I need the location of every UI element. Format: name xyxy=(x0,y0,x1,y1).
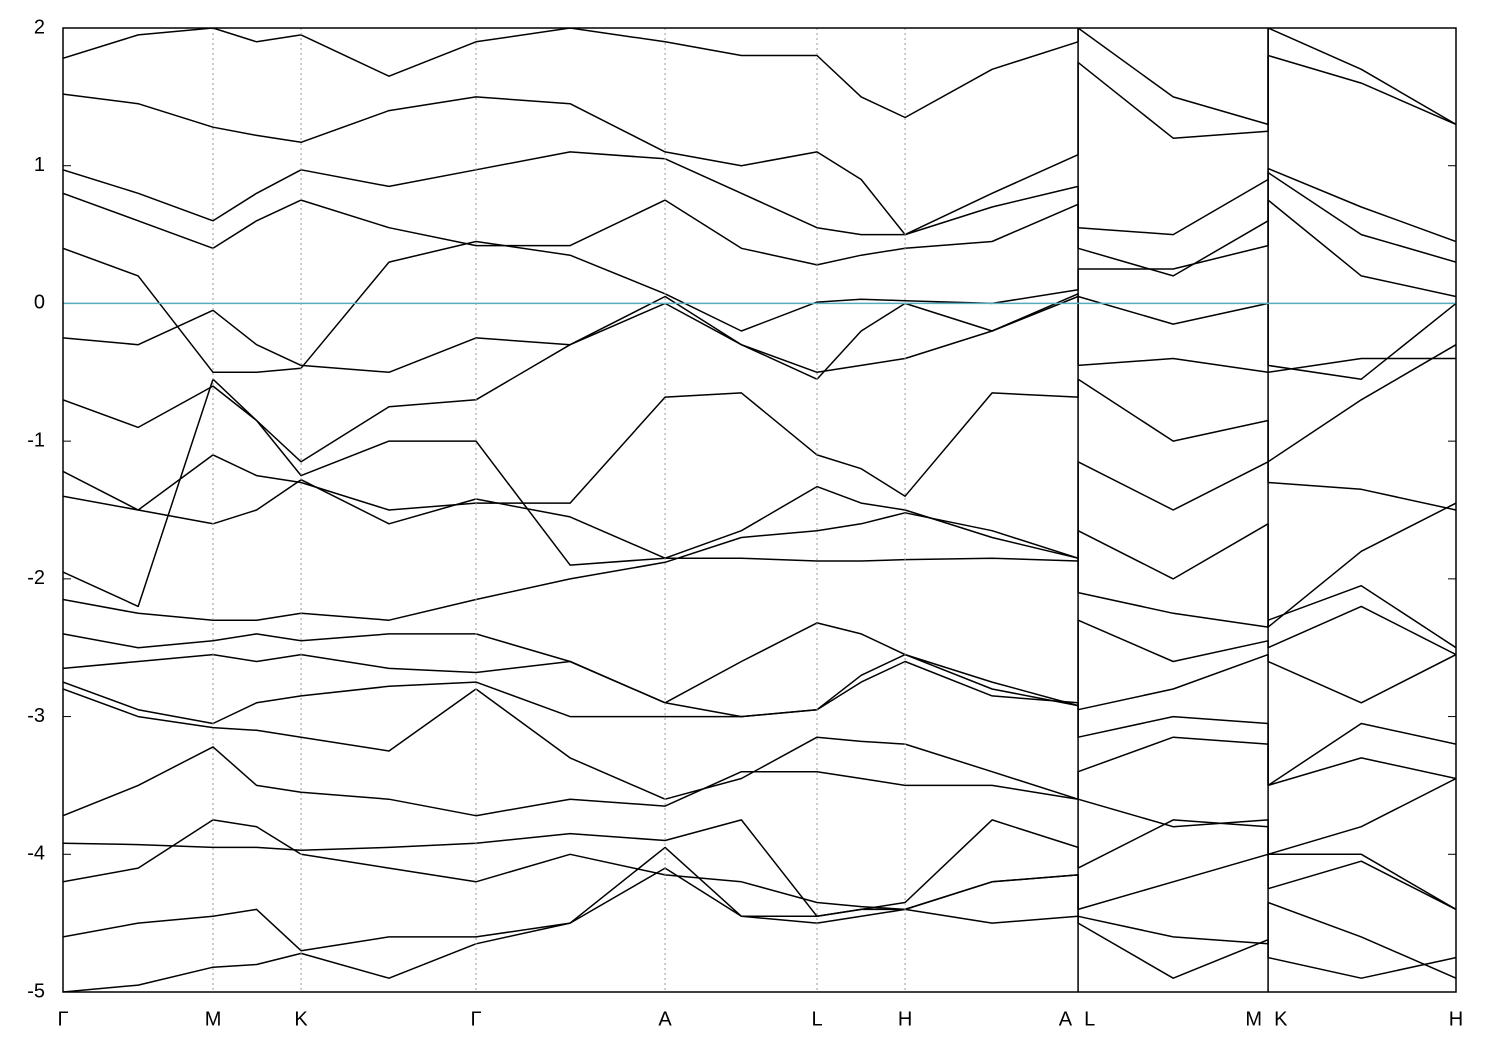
x-tick-label: L xyxy=(1084,1008,1095,1030)
x-tick-label: H xyxy=(1449,1008,1463,1030)
plot-frame xyxy=(62,27,1457,993)
band-line xyxy=(63,171,1456,277)
band-line xyxy=(63,660,1456,787)
x-tick-label: Γ xyxy=(471,1008,482,1030)
band-line xyxy=(63,378,1456,628)
y-tick-label: -4 xyxy=(27,843,45,865)
band-line xyxy=(63,688,1456,800)
x-tick-label: M xyxy=(1245,1008,1262,1030)
band-line xyxy=(63,461,1456,559)
y-tick-label: -2 xyxy=(27,567,45,589)
band-line xyxy=(63,199,1456,374)
plot-area xyxy=(63,28,1456,992)
x-tick-label: K xyxy=(1274,1008,1288,1030)
y-tick-label: -5 xyxy=(27,980,45,1002)
x-tick-label: L xyxy=(811,1008,822,1030)
x-tick-label: Γ xyxy=(57,1008,68,1030)
band-line xyxy=(63,512,1456,649)
x-tick-label: M xyxy=(205,1008,222,1030)
band-line xyxy=(63,846,1456,992)
x-tick-label: H xyxy=(898,1008,912,1030)
band-line xyxy=(63,622,1456,711)
band-line xyxy=(63,151,1456,243)
band-line xyxy=(63,819,1456,918)
band-line xyxy=(63,819,1456,911)
band-line xyxy=(63,746,1456,856)
band-line xyxy=(63,28,1456,126)
y-tick-label: 1 xyxy=(34,154,45,176)
band-line xyxy=(63,867,1456,979)
y-tick-label: 2 xyxy=(34,16,45,38)
x-tick-label: A xyxy=(1059,1008,1073,1030)
band-line xyxy=(63,54,1456,236)
y-tick-label: 0 xyxy=(34,292,45,314)
y-tick-label: -3 xyxy=(27,705,45,727)
x-tick-label: A xyxy=(658,1008,672,1030)
band-line xyxy=(63,293,1456,463)
y-tick-label: -1 xyxy=(27,429,45,451)
band-line xyxy=(63,295,1456,380)
x-tick-label: K xyxy=(294,1008,308,1030)
